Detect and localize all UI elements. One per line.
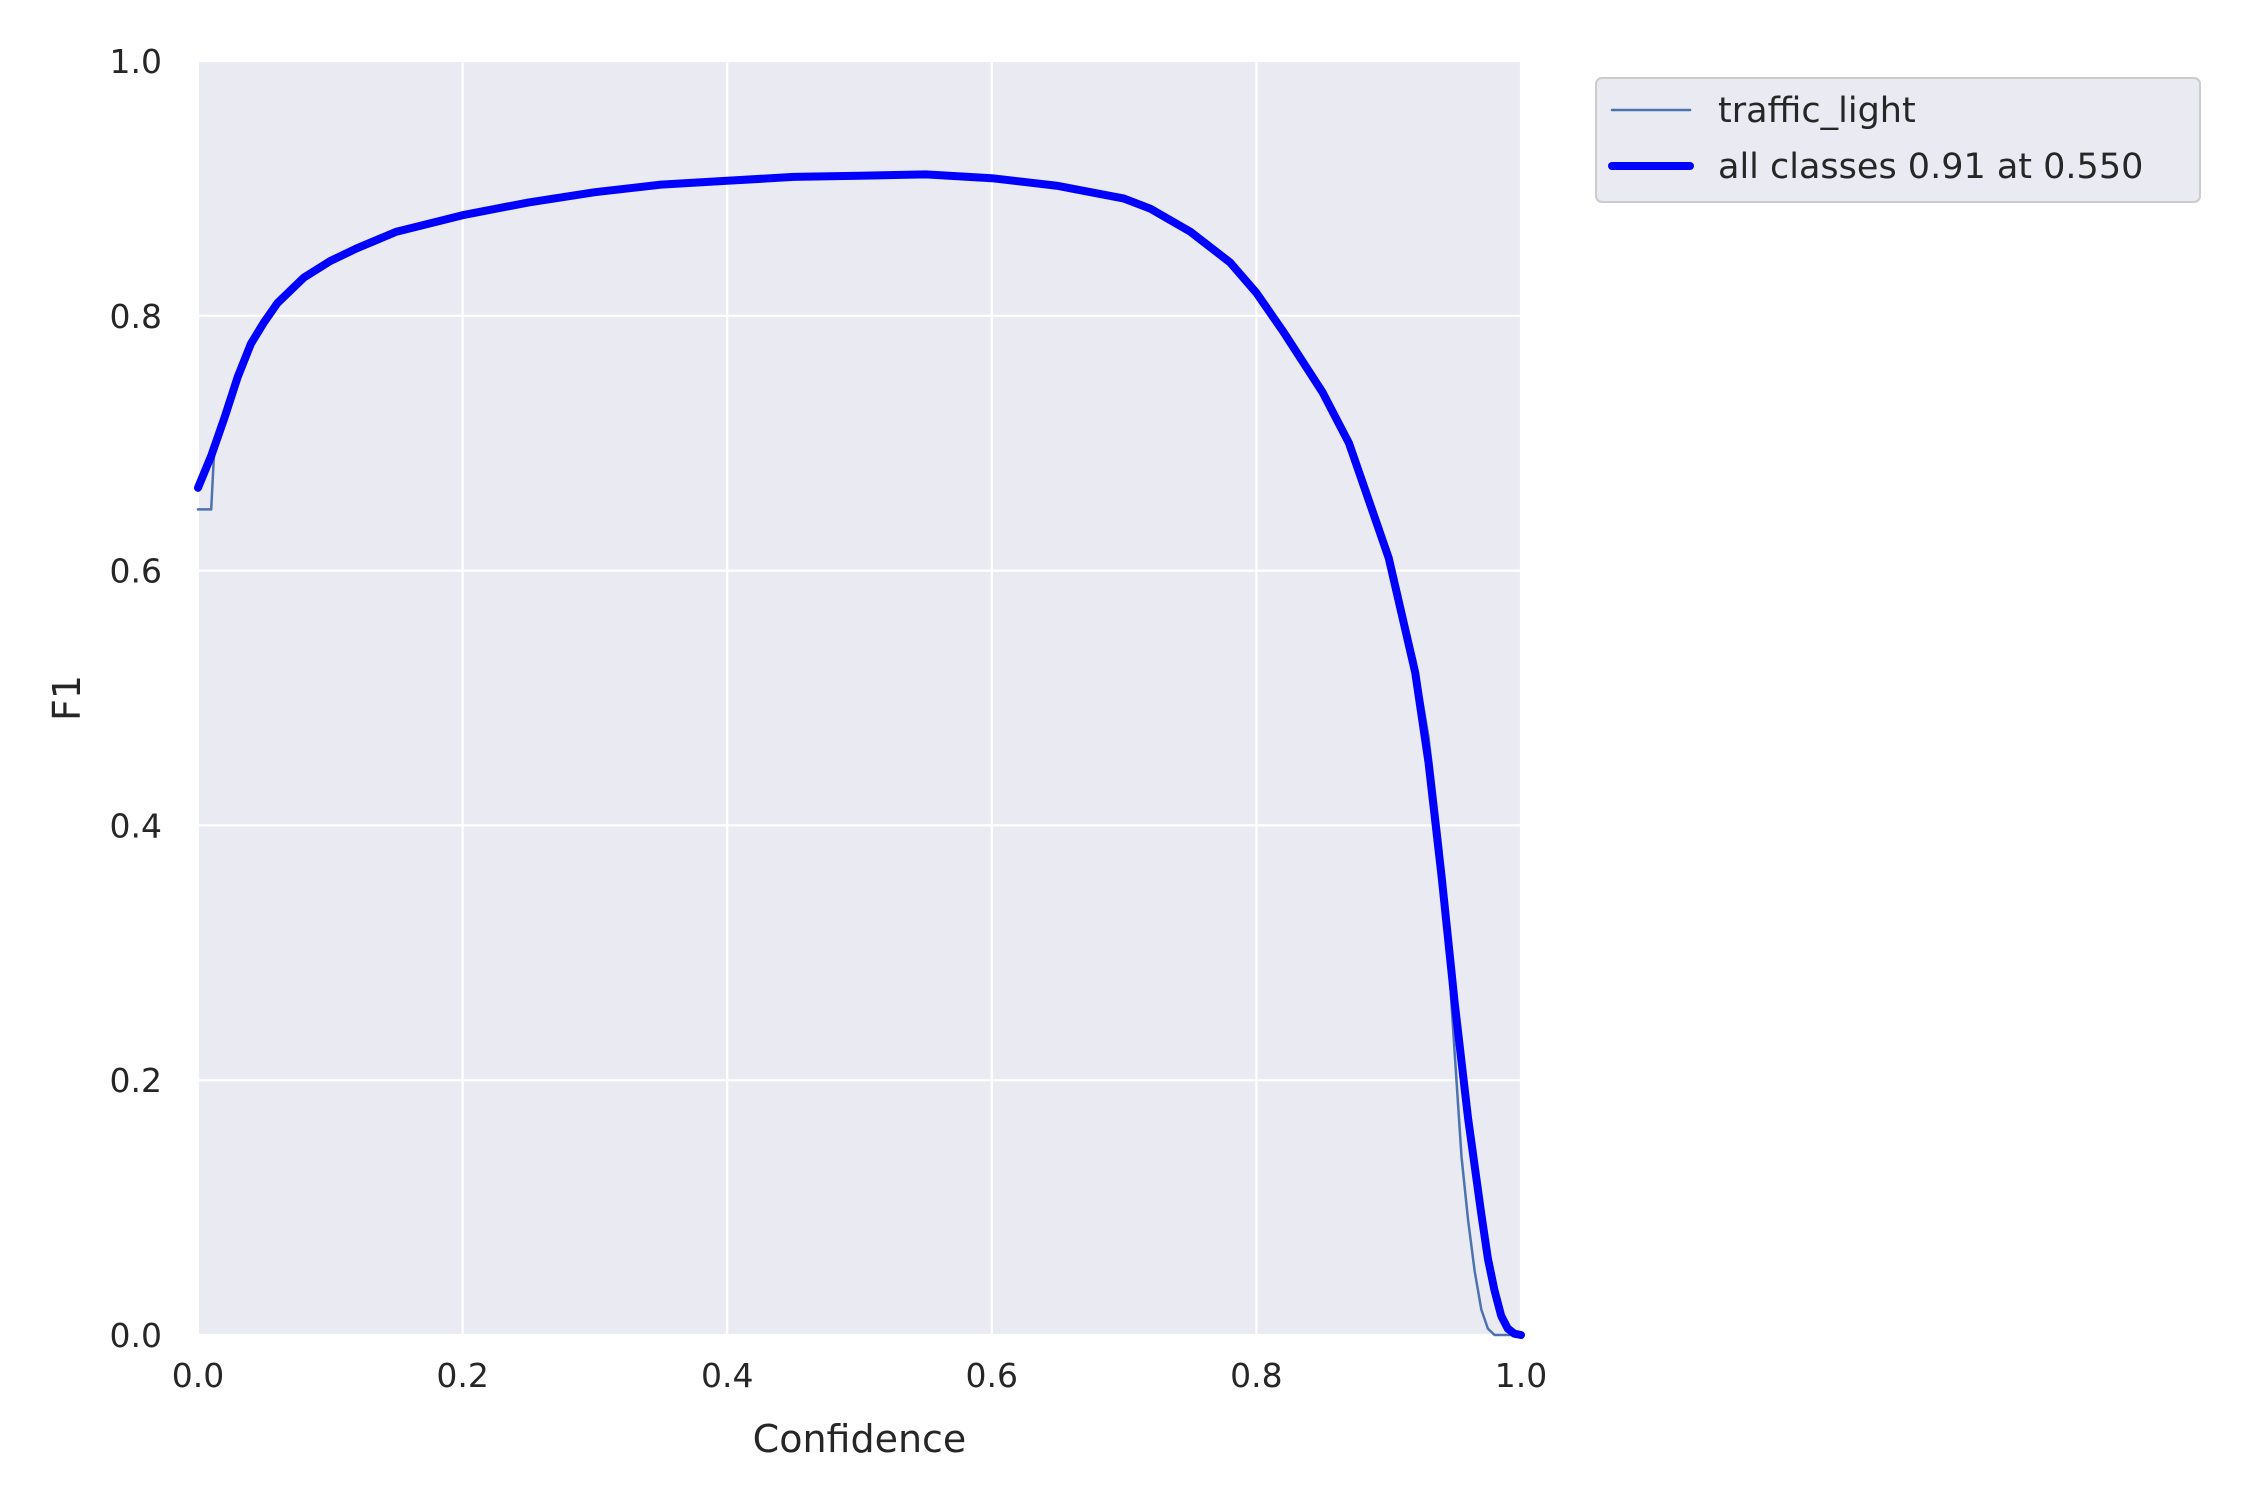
legend-box: [1595, 77, 2201, 203]
y-tick-label: 0.0: [110, 1316, 162, 1355]
y-tick-label: 0.6: [110, 552, 162, 591]
series-line-all-classes: [194, 170, 1525, 1339]
plot-background: [198, 61, 1521, 1335]
y-tick-label: 0.4: [110, 806, 162, 845]
x-tick-label: 0.2: [436, 1356, 488, 1395]
series-lines: [194, 170, 1525, 1339]
x-tick-label: 1.0: [1495, 1356, 1547, 1395]
legend-entry-label: all classes 0.91 at 0.550: [1718, 147, 2143, 187]
y-tick-label: 1.0: [110, 42, 162, 81]
y-tick-label: 0.2: [110, 1061, 162, 1100]
grid-lines: [196, 59, 1523, 1337]
x-tick-labels: 0.0 0.2 0.4 0.6 0.8 1.0: [172, 1356, 1547, 1395]
x-tick-label: 0.8: [1230, 1356, 1282, 1395]
x-tick-label: 0.6: [966, 1356, 1018, 1395]
x-axis-label: Confidence: [753, 1417, 967, 1461]
x-tick-label: 0.0: [172, 1356, 224, 1395]
y-axis-label: F1: [45, 675, 89, 721]
x-tick-label: 0.4: [701, 1356, 753, 1395]
y-tick-label: 0.8: [110, 297, 162, 336]
legend-entry-label: traffic_light: [1718, 91, 1916, 131]
y-tick-labels: 0.0 0.2 0.4 0.6 0.8 1.0: [110, 42, 162, 1355]
